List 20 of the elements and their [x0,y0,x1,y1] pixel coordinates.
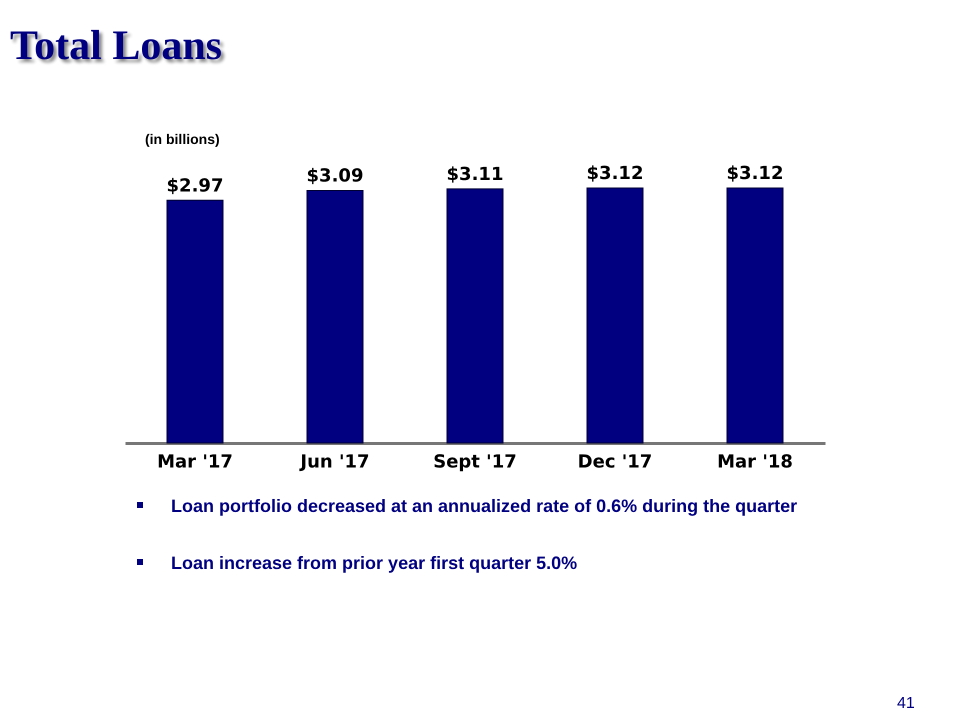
bar [446,188,504,444]
x-tick-label: Mar '17 [157,452,233,472]
data-label: $3.12 [726,163,784,184]
data-label: $3.11 [446,164,504,185]
text: Loan increase from prior year first quarter 5.0% [171,552,578,575]
text: (in billions) [145,131,220,147]
bar [306,190,364,444]
text: 41 [897,695,915,713]
chart-title: Total Loans [10,22,222,70]
x-tick-label: Jun '17 [298,452,370,472]
data-label: $3.09 [306,165,364,186]
bar [726,188,784,444]
text: Loan portfolio decreased at an annualized rate of 0.6% during the quarter [171,495,798,518]
x-tick-label: Dec '17 [578,452,652,472]
x-tick-label: Mar '18 [717,452,793,472]
bar [586,188,644,444]
data-label: $3.12 [586,163,644,184]
x-tick-label: Sept '17 [433,452,517,472]
bar [166,200,224,444]
data-label: $2.97 [166,175,224,196]
